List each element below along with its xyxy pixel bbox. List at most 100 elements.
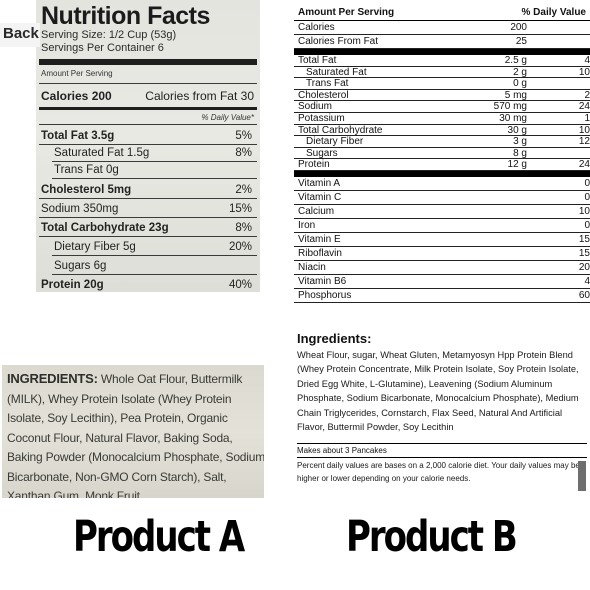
daily-value-footnote: Percent daily values are bases on a 2,00… xyxy=(297,461,580,483)
servings-per-container: Servings Per Container 6 xyxy=(41,42,164,54)
nutrient-amount: 3 g xyxy=(513,136,527,148)
nutrient-label: Sugars xyxy=(306,147,338,159)
nutrient-row: Vitamin B6 4 xyxy=(294,275,590,289)
nutrient-label: Cholesterol xyxy=(298,89,349,101)
nutrient-row: Saturated Fat 2 g 10 xyxy=(294,67,590,79)
nutrient-daily-value: 20 xyxy=(578,261,590,273)
nutrient-label: Niacin xyxy=(298,261,326,273)
nutrient-daily-value: 24 xyxy=(578,101,590,113)
nutrient-row: Dietary Fiber 5g 20% xyxy=(54,238,252,255)
nutrient-daily-value: 10 xyxy=(578,124,590,136)
nutrient-amount: 2 g xyxy=(513,66,527,78)
nutrient-row: Niacin 20 xyxy=(294,261,590,275)
nutrient-rows: Total Fat 2.5 g 4 Saturated Fat 2 g 10 Trans F… xyxy=(294,55,590,171)
calories-rows: Calories 200 Calories From Fat 25 xyxy=(294,21,590,49)
nutrient-label: Cholesterol 5mg xyxy=(41,183,132,196)
nutrient-row: Trans Fat 0 g xyxy=(294,78,590,90)
nutrient-label: Iron xyxy=(298,219,316,231)
nutrient-row: Total Fat 2.5 g 4 xyxy=(294,55,590,67)
nutrition-facts-heading: Nutrition Facts xyxy=(41,2,210,30)
nutrient-amount: 8 g xyxy=(513,147,527,159)
nutrient-row: Vitamin E 15 xyxy=(294,233,590,247)
nutrient-daily-value: 1 xyxy=(584,112,590,124)
nutrient-label: Vitamin E xyxy=(298,233,341,245)
nutrient-label: Trans Fat xyxy=(306,78,349,90)
nutrient-label: Vitamin B6 xyxy=(298,275,347,287)
header-amount-per-serving: Amount Per Serving xyxy=(298,7,395,18)
nutrient-row: Cholesterol 5 mg 2 xyxy=(294,90,590,102)
nutrient-row: Riboflavin 15 xyxy=(294,247,590,261)
nutrient-daily-value: 15% xyxy=(228,202,252,215)
nutrient-daily-value: 15 xyxy=(578,233,590,245)
scrollbar-thumb[interactable] xyxy=(578,461,586,491)
nutrient-amount: 30 mg xyxy=(499,112,527,124)
nutrient-daily-value: 15 xyxy=(578,247,590,259)
nutrient-row: Vitamin C 0 xyxy=(294,191,590,205)
ingredients-text: INGREDIENTS: Whole Oat Flour, Buttermilk… xyxy=(7,369,264,498)
daily-value-header: % Daily Value* xyxy=(201,113,254,122)
nutrient-row: Protein 20g 40% xyxy=(41,276,252,292)
product-a-title: Product A xyxy=(73,512,245,562)
divider xyxy=(39,124,257,125)
nutrient-label: Sodium 350mg xyxy=(41,202,119,215)
vitamin-rows: Vitamin A 0 Vitamin C 0 Calcium 10 Iron 0 Vitami… xyxy=(294,177,590,303)
nutrition-table: Amount Per Serving % Daily Value Calorie… xyxy=(294,3,590,303)
ingredients-heading: INGREDIENTS: xyxy=(7,371,98,386)
ingredients-list: Whole Oat Flour, Buttermilk (MILK), Whey… xyxy=(7,372,264,498)
nutrient-label: Vitamin A xyxy=(298,177,341,189)
nutrient-label: Riboflavin xyxy=(298,247,342,259)
nutrient-daily-value: 4 xyxy=(584,275,590,287)
nutrient-row: Cholesterol 5mg 2% xyxy=(41,181,252,198)
nutrient-label: Saturated Fat xyxy=(306,66,367,78)
serving-info: Serving Size: 1/2 Cup (53g) Servings Per… xyxy=(41,29,176,55)
nutrient-row: Vitamin A 0 xyxy=(294,177,590,191)
header-daily-value: % Daily Value xyxy=(521,7,586,18)
nutrient-label: Vitamin C xyxy=(298,191,342,203)
back-button[interactable]: Back xyxy=(0,23,40,47)
nutrient-amount: 5 mg xyxy=(504,89,527,101)
nutrient-row: Sodium 570 mg 24 xyxy=(294,101,590,113)
divider xyxy=(39,59,257,65)
nutrient-daily-value: 10 xyxy=(578,66,590,78)
nutrient-label: Calories From Fat xyxy=(298,36,379,47)
divider xyxy=(39,217,257,218)
nutrient-label: Dietary Fiber xyxy=(306,136,364,148)
nutrient-daily-value: 40% xyxy=(228,278,252,291)
nutrient-daily-value: 4 xyxy=(584,55,590,66)
amount-per-serving: Amount Per Serving xyxy=(41,69,113,78)
product-b-nutrition-label: Amount Per Serving % Daily Value Calorie… xyxy=(294,0,590,496)
nutrient-label: Trans Fat 0g xyxy=(54,163,119,176)
calories: Calories 200 xyxy=(41,89,112,103)
divider xyxy=(39,107,257,110)
divider xyxy=(52,255,257,256)
nutrient-label: Calcium xyxy=(298,205,335,217)
nutrient-daily-value: 10 xyxy=(578,205,590,217)
nutrient-label: Sodium xyxy=(298,101,332,113)
nutrient-row: Sugars 6g xyxy=(54,257,252,274)
nutrient-row: Total Fat 3.5g 5% xyxy=(41,127,252,144)
nutrient-row: Calories From Fat 25 xyxy=(294,35,590,49)
nutrient-amount: 200 xyxy=(510,22,527,33)
product-b-title: Product B xyxy=(346,512,518,562)
divider xyxy=(52,274,257,275)
calories-from-fat: Calories from Fat 30 xyxy=(145,89,254,103)
nutrient-label: Total Carbohydrate xyxy=(298,124,383,136)
nutrient-amount: 0 g xyxy=(513,78,527,90)
nutrient-amount: 30 g xyxy=(507,124,527,136)
divider xyxy=(39,236,257,237)
nutrient-amount: 12 g xyxy=(507,159,527,171)
nutrient-row: Saturated Fat 1.5g 8% xyxy=(54,144,252,161)
divider xyxy=(52,161,257,162)
nutrient-label: Phosphorus xyxy=(298,289,352,301)
divider xyxy=(39,83,257,84)
nutrient-label: Total Fat 3.5g xyxy=(41,129,115,142)
nutrient-daily-value: 12 xyxy=(578,136,590,148)
nutrient-row: Dietary Fiber 3 g 12 xyxy=(294,136,590,148)
nutrient-row: Calories 200 xyxy=(294,21,590,35)
nutrient-label: Sugars 6g xyxy=(54,259,107,272)
ingredients-heading: Ingredients: xyxy=(297,331,372,346)
nutrient-label: Potassium xyxy=(298,112,345,124)
divider xyxy=(294,49,590,55)
nutrient-daily-value: 20% xyxy=(228,240,252,253)
nutrient-amount: 570 mg xyxy=(493,101,527,113)
